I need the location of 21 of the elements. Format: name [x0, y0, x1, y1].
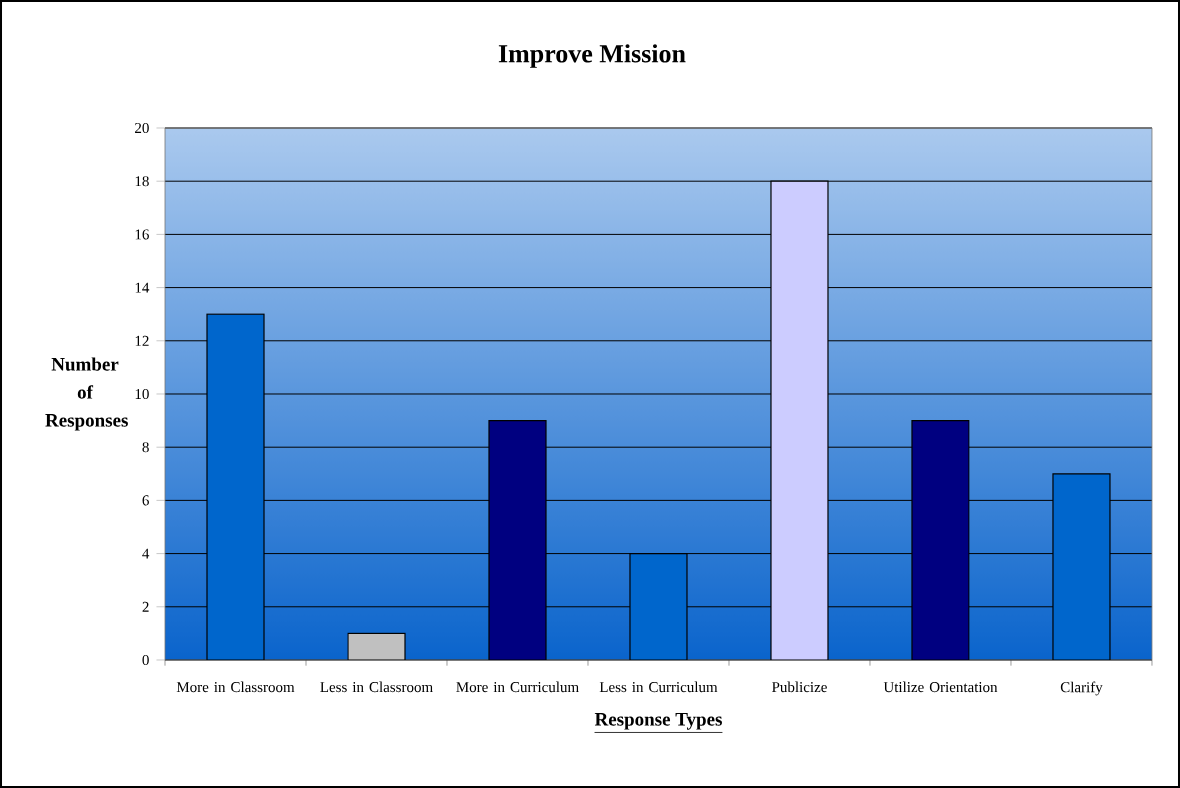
y-tick-label: 0: [142, 654, 149, 666]
x-tick-label: Utilize Orientation: [883, 681, 998, 693]
x-tick-label: More in Curriculum: [456, 681, 579, 693]
chart-title: Improve Mission: [498, 44, 686, 68]
x-axis-title: Response Types: [594, 713, 722, 730]
x-tick-label: Clarify: [1060, 681, 1103, 696]
y-tick-label: 8: [142, 442, 149, 453]
y-tick-label: 14: [135, 282, 150, 293]
y-tick-label: 20: [135, 122, 149, 134]
x-tick-label: More in Classroom: [176, 681, 295, 693]
y-axis-title: Number of Responses: [45, 357, 128, 431]
y-tick-label: 12: [135, 335, 149, 346]
x-tick-label: Less in Classroom: [320, 681, 433, 693]
x-tick-label: Publicize: [772, 681, 827, 693]
y-tick-label: 6: [142, 495, 149, 506]
y-tick-label: 16: [135, 229, 149, 240]
y-tick-label: 2: [142, 601, 149, 612]
y-tick-label: 4: [142, 548, 150, 559]
y-tick-label: 10: [135, 388, 149, 400]
x-tick-label: Less in Curriculum: [599, 681, 718, 693]
y-tick-label: 18: [135, 176, 149, 187]
